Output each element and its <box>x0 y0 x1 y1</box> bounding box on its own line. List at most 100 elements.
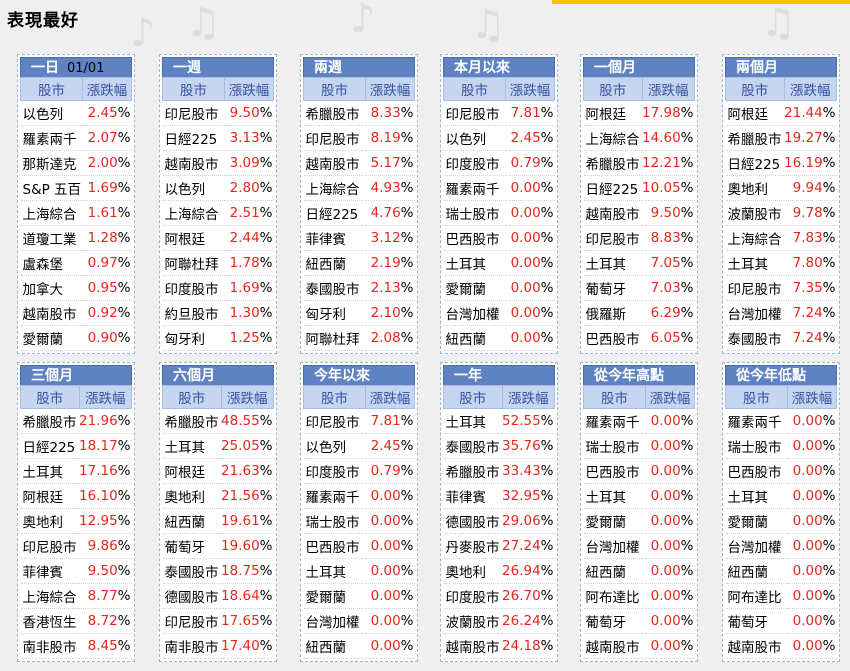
market-name[interactable]: 台灣加權 <box>583 533 646 559</box>
market-name[interactable]: 土耳其 <box>725 250 785 276</box>
market-name[interactable]: 菲律賓 <box>443 483 503 509</box>
market-name[interactable]: 上海綜合 <box>583 125 643 151</box>
market-name[interactable]: 上海綜合 <box>162 200 225 226</box>
table-row[interactable]: 巴西股市 6.05% <box>583 325 695 351</box>
table-row[interactable]: 道瓊工業 1.28% <box>20 225 132 251</box>
table-row[interactable]: 阿聯杜拜 1.78% <box>162 250 274 276</box>
market-name[interactable]: 奧地利 <box>725 175 785 201</box>
market-name[interactable]: 上海綜合 <box>20 583 80 609</box>
market-name[interactable]: 瑞士股市 <box>583 433 646 459</box>
table-row[interactable]: 奧地利 21.56% <box>162 483 274 509</box>
table-row[interactable]: 瑞士股市 0.00% <box>443 200 555 226</box>
market-name[interactable]: 奧地利 <box>20 508 80 534</box>
table-row[interactable]: 以色列 2.45% <box>20 100 132 126</box>
table-row[interactable]: 印尼股市 7.81% <box>443 100 555 126</box>
market-name[interactable]: 越南股市 <box>443 633 503 659</box>
market-name[interactable]: 希臘股市 <box>20 408 80 434</box>
table-row[interactable]: 巴西股市 0.00% <box>443 225 555 251</box>
table-row[interactable]: 匈牙利 1.25% <box>162 325 274 351</box>
table-row[interactable]: 越南股市 0.00% <box>583 633 695 659</box>
table-row[interactable]: 巴西股市 0.00% <box>725 458 837 484</box>
market-name[interactable]: 台灣加權 <box>725 300 785 326</box>
market-name[interactable]: S&P 五百 <box>20 175 83 201</box>
table-row[interactable]: 上海綜合 2.51% <box>162 200 274 226</box>
market-name[interactable]: 日經225 <box>725 150 785 176</box>
market-name[interactable]: 上海綜合 <box>725 225 785 251</box>
table-row[interactable]: 土耳其 0.00% <box>583 483 695 509</box>
table-row[interactable]: 波蘭股市 9.78% <box>725 200 837 226</box>
table-row[interactable]: 葡萄牙 0.00% <box>725 608 837 634</box>
market-name[interactable]: 阿根廷 <box>20 483 80 509</box>
market-name[interactable]: 阿根廷 <box>162 225 225 251</box>
market-name[interactable]: 土耳其 <box>443 408 503 434</box>
table-row[interactable]: 台灣加權 7.24% <box>725 300 837 326</box>
market-name[interactable]: 紐西蘭 <box>162 508 222 534</box>
table-row[interactable]: 愛爾蘭 0.90% <box>20 325 132 351</box>
table-row[interactable]: 菲律賓 3.12% <box>303 225 415 251</box>
table-row[interactable]: 巴西股市 0.00% <box>303 533 415 559</box>
table-row[interactable]: 南非股市 17.40% <box>162 633 274 659</box>
market-name[interactable]: 德國股市 <box>162 583 222 609</box>
table-row[interactable]: 印尼股市 7.81% <box>303 408 415 434</box>
table-row[interactable]: 巴西股市 0.00% <box>583 458 695 484</box>
table-row[interactable]: 希臘股市 8.33% <box>303 100 415 126</box>
market-name[interactable]: 希臘股市 <box>583 150 643 176</box>
market-name[interactable]: 菲律賓 <box>303 225 366 251</box>
table-row[interactable]: 台灣加權 0.00% <box>303 608 415 634</box>
table-row[interactable]: 加拿大 0.95% <box>20 275 132 301</box>
table-row[interactable]: 紐西蘭 0.00% <box>725 558 837 584</box>
table-row[interactable]: 那斯達克 2.00% <box>20 150 132 176</box>
table-row[interactable]: 奧地利 9.94% <box>725 175 837 201</box>
market-name[interactable]: 葡萄牙 <box>583 275 643 301</box>
market-name[interactable]: 印尼股市 <box>303 125 366 151</box>
table-row[interactable]: 紐西蘭 19.61% <box>162 508 274 534</box>
market-name[interactable]: 印度股市 <box>303 458 366 484</box>
table-row[interactable]: 日經225 4.76% <box>303 200 415 226</box>
table-row[interactable]: 奧地利 26.94% <box>443 558 555 584</box>
table-row[interactable]: 紐西蘭 2.19% <box>303 250 415 276</box>
table-row[interactable]: 土耳其 0.00% <box>443 250 555 276</box>
table-row[interactable]: 菲律賓 9.50% <box>20 558 132 584</box>
table-row[interactable]: 德國股市 18.64% <box>162 583 274 609</box>
market-name[interactable]: 越南股市 <box>583 633 646 659</box>
market-name[interactable]: 土耳其 <box>583 250 643 276</box>
table-row[interactable]: 羅素兩千 0.00% <box>303 483 415 509</box>
market-name[interactable]: 葡萄牙 <box>162 533 222 559</box>
market-name[interactable]: 印尼股市 <box>583 225 643 251</box>
table-row[interactable]: 泰國股市 2.13% <box>303 275 415 301</box>
table-row[interactable]: 阿根廷 16.10% <box>20 483 132 509</box>
market-name[interactable]: 印尼股市 <box>303 408 366 434</box>
market-name[interactable]: 羅素兩千 <box>20 125 83 151</box>
market-name[interactable]: 印尼股市 <box>443 100 506 126</box>
table-row[interactable]: 波蘭股市 26.24% <box>443 608 555 634</box>
market-name[interactable]: 越南股市 <box>583 200 643 226</box>
table-row[interactable]: 希臘股市 48.55% <box>162 408 274 434</box>
market-name[interactable]: 那斯達克 <box>20 150 83 176</box>
market-name[interactable]: 匈牙利 <box>303 300 366 326</box>
market-name[interactable]: 土耳其 <box>20 458 80 484</box>
table-row[interactable]: 土耳其 7.80% <box>725 250 837 276</box>
market-name[interactable]: 阿根廷 <box>162 458 222 484</box>
market-name[interactable]: 羅素兩千 <box>303 483 366 509</box>
market-name[interactable]: 阿根廷 <box>725 100 785 126</box>
table-row[interactable]: 印尼股市 7.35% <box>725 275 837 301</box>
market-name[interactable]: 約旦股市 <box>162 300 225 326</box>
market-name[interactable]: 泰國股市 <box>303 275 366 301</box>
market-name[interactable]: 印尼股市 <box>162 608 222 634</box>
market-name[interactable]: 巴西股市 <box>303 533 366 559</box>
table-row[interactable]: 台灣加權 0.00% <box>583 533 695 559</box>
market-name[interactable]: 上海綜合 <box>20 200 83 226</box>
table-row[interactable]: 葡萄牙 0.00% <box>583 608 695 634</box>
table-row[interactable]: 印尼股市 9.86% <box>20 533 132 559</box>
market-name[interactable]: 道瓊工業 <box>20 225 83 251</box>
market-name[interactable]: 台灣加權 <box>443 300 506 326</box>
table-row[interactable]: 阿布達比 0.00% <box>725 583 837 609</box>
table-row[interactable]: 上海綜合 14.60% <box>583 125 695 151</box>
table-row[interactable]: 台灣加權 0.00% <box>725 533 837 559</box>
market-name[interactable]: 台灣加權 <box>725 533 788 559</box>
table-row[interactable]: 匈牙利 2.10% <box>303 300 415 326</box>
market-name[interactable]: 土耳其 <box>162 433 222 459</box>
table-row[interactable]: 以色列 2.45% <box>303 433 415 459</box>
table-row[interactable]: 葡萄牙 19.60% <box>162 533 274 559</box>
table-row[interactable]: 阿根廷 21.63% <box>162 458 274 484</box>
